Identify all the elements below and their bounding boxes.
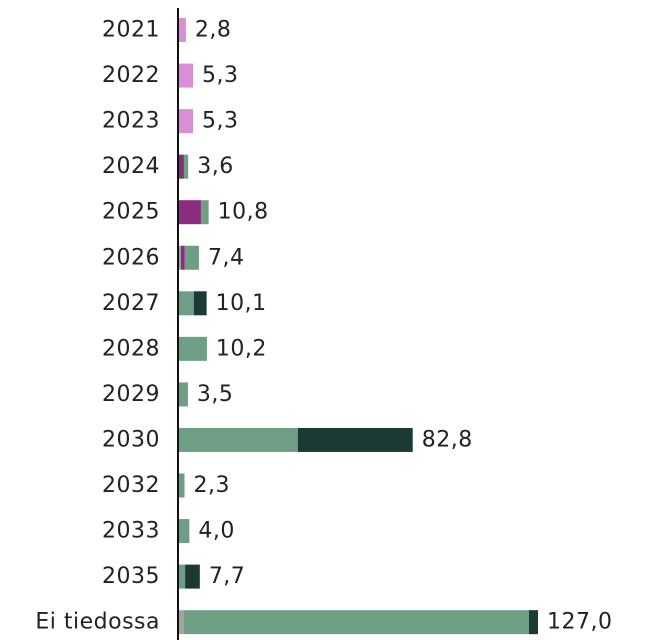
category-label: 2028 — [102, 336, 160, 361]
total-label: 7,4 — [208, 245, 245, 270]
category-label: 2030 — [102, 427, 160, 452]
bar-segment — [178, 610, 184, 635]
bar-segment — [178, 382, 188, 407]
bar-segment — [178, 154, 184, 179]
category-label: Ei tiedossa — [35, 610, 160, 635]
bar-segment — [183, 154, 189, 179]
category-label: 2035 — [102, 564, 160, 589]
bar-segment — [528, 610, 538, 635]
bar-segment — [178, 63, 194, 88]
bar-segment — [193, 291, 207, 316]
total-label: 10,8 — [218, 200, 269, 225]
total-label: 5,3 — [202, 109, 239, 134]
total-label: 127,0 — [547, 610, 612, 635]
bar-segment — [178, 18, 186, 42]
category-label: 2029 — [102, 382, 160, 407]
category-label: 2024 — [102, 154, 160, 179]
bar-segment — [178, 336, 207, 361]
category-label: 2025 — [102, 200, 160, 225]
bar-segment — [178, 564, 186, 589]
category-label: 2032 — [102, 473, 160, 498]
bar-segment — [178, 473, 185, 498]
bar-segment — [200, 200, 209, 225]
total-label: 82,8 — [422, 427, 473, 452]
category-label: 2033 — [102, 519, 160, 544]
category-label: 2021 — [102, 18, 160, 43]
category-label: 2027 — [102, 291, 160, 316]
bar-segment — [178, 109, 194, 134]
bar-segment — [183, 610, 529, 635]
bar-segment — [178, 291, 194, 316]
total-label: 3,5 — [197, 382, 234, 407]
bar-segment — [178, 427, 298, 452]
category-label: 2022 — [102, 63, 160, 88]
category-label: 2023 — [102, 109, 160, 134]
bar-segment — [185, 564, 200, 589]
bar-segment — [178, 519, 190, 544]
total-label: 2,3 — [194, 473, 231, 498]
bar-segment — [180, 245, 185, 270]
bar-segment — [297, 427, 413, 452]
bar-segment — [178, 245, 181, 270]
bar-segment — [178, 200, 201, 225]
total-label: 5,3 — [202, 63, 239, 88]
bar-segment — [184, 245, 199, 270]
total-label: 2,8 — [195, 18, 232, 43]
category-label: 2026 — [102, 245, 160, 270]
total-label: 4,0 — [198, 519, 235, 544]
total-label: 3,6 — [197, 154, 234, 179]
total-label: 10,1 — [216, 291, 267, 316]
total-label: 7,7 — [209, 564, 246, 589]
total-label: 10,2 — [216, 336, 267, 361]
